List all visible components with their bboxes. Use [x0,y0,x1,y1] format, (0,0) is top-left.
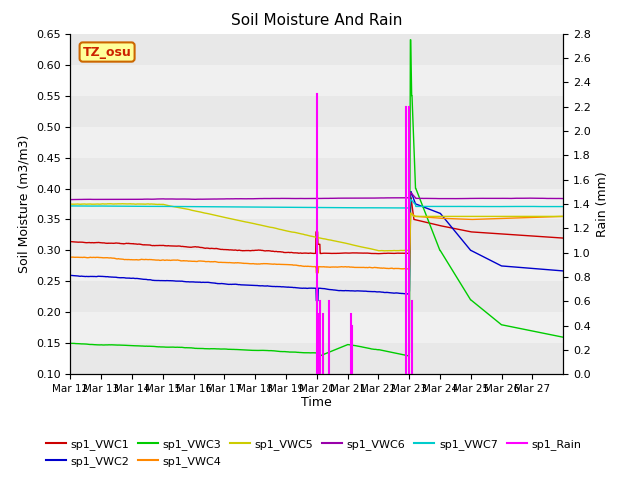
Bar [70,96,563,127]
Bar [70,189,563,219]
Bar [70,343,563,374]
X-axis label: Time: Time [301,396,332,408]
Legend: sp1_VWC1, sp1_VWC2, sp1_VWC3, sp1_VWC4, sp1_VWC5, sp1_VWC6, sp1_VWC7, sp1_Rain: sp1_VWC1, sp1_VWC2, sp1_VWC3, sp1_VWC4, … [42,435,586,471]
Text: TZ_osu: TZ_osu [83,46,131,59]
Title: Soil Moisture And Rain: Soil Moisture And Rain [231,13,403,28]
Bar [70,251,563,281]
Bar [70,127,563,157]
Bar [70,312,563,343]
Bar [70,157,563,189]
Y-axis label: Soil Moisture (m3/m3): Soil Moisture (m3/m3) [17,135,30,273]
Bar [70,281,563,312]
Bar [70,65,563,96]
Bar [70,219,563,251]
Y-axis label: Rain (mm): Rain (mm) [596,171,609,237]
Bar [70,34,563,65]
